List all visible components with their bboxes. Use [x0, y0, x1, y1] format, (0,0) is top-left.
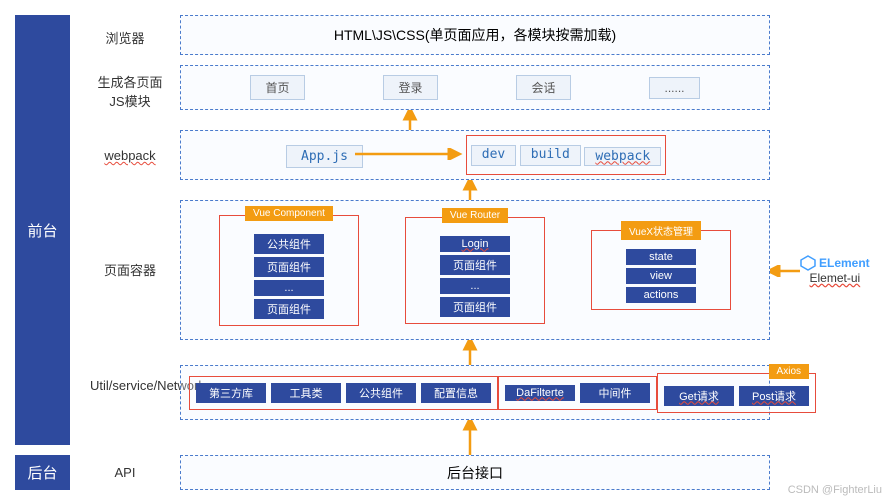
wp-dev: dev [471, 145, 516, 166]
um-0: DaFilterte [505, 385, 575, 401]
browser-text: HTML\JS\CSS(单页面应用，各模块按需加载) [334, 25, 616, 45]
tag-vuex: VueX状态管理 [621, 221, 701, 240]
arrow-appjs-to-wp [355, 148, 465, 160]
element-icon [800, 255, 816, 271]
ul-0: 第三方库 [196, 383, 266, 403]
wp-webpack: webpack [584, 147, 661, 166]
appjs-box: App.js [286, 145, 363, 168]
sidebar-back: 后台 [15, 455, 70, 490]
um-1: 中间件 [580, 383, 650, 403]
util-left: 第三方库 工具类 公共组件 配置信息 [189, 376, 498, 410]
label-api: API [100, 465, 150, 480]
vr-3: 页面组件 [440, 297, 510, 317]
vc-2: ... [254, 280, 324, 296]
vx-1: view [626, 268, 696, 284]
arrow-util-to-container [460, 340, 480, 365]
webpack-red: dev build webpack [466, 135, 666, 175]
jsmod-2: 会话 [516, 75, 570, 100]
box-api: 后台接口 [180, 455, 770, 490]
vr-1: 页面组件 [440, 255, 510, 275]
element-ui: ELement Elemet-ui [800, 255, 870, 285]
ul-1: 工具类 [271, 383, 341, 403]
box-container: Vue Component 公共组件 页面组件 ... 页面组件 Vue Rou… [180, 200, 770, 340]
label-browser: 浏览器 [90, 28, 160, 47]
box-jsmodules: 首页 登录 会话 ...... [180, 65, 770, 110]
label-webpack: webpack [90, 148, 170, 163]
ur-0: Get请求 [664, 386, 734, 406]
col-vuecomp: Vue Component 公共组件 页面组件 ... 页面组件 [219, 215, 359, 326]
vx-0: state [626, 249, 696, 265]
ur-1: Post请求 [739, 386, 809, 406]
jsmod-1: 登录 [383, 75, 437, 100]
api-text: 后台接口 [447, 463, 503, 483]
vc-0: 公共组件 [254, 234, 324, 254]
box-webpack: App.js dev build webpack [180, 130, 770, 180]
arrow-element-to-vuex [770, 265, 800, 277]
ul-3: 配置信息 [421, 383, 491, 403]
jsmod-0: 首页 [250, 75, 304, 100]
label-container: 页面容器 [90, 260, 170, 279]
tag-vuerouter: Vue Router [442, 208, 508, 223]
vc-3: 页面组件 [254, 299, 324, 319]
sidebar-front: 前台 [15, 15, 70, 445]
element-brand: ELement [800, 255, 870, 271]
arrow-container-to-webpack [460, 180, 480, 200]
util-right: Axios Get请求 Post请求 [657, 373, 816, 413]
wp-build: build [520, 145, 581, 166]
vx-2: actions [626, 287, 696, 303]
jsmod-3: ...... [649, 77, 699, 99]
ul-2: 公共组件 [346, 383, 416, 403]
arrow-jsmod-to-webpack [400, 110, 420, 130]
tag-vuecomp: Vue Component [245, 206, 333, 221]
vr-2: ... [440, 278, 510, 294]
box-util: 第三方库 工具类 公共组件 配置信息 DaFilterte 中间件 Axios … [180, 365, 770, 420]
vc-1: 页面组件 [254, 257, 324, 277]
util-mid: DaFilterte 中间件 [498, 376, 657, 410]
label-util: Util/service/Network [90, 378, 180, 393]
tag-axios: Axios [769, 364, 809, 379]
col-vuex: VueX状态管理 state view actions [591, 230, 731, 310]
box-browser: HTML\JS\CSS(单页面应用，各模块按需加载) [180, 15, 770, 55]
arrow-api-to-util [460, 420, 480, 455]
col-vuerouter: Vue Router Login 页面组件 ... 页面组件 [405, 217, 545, 324]
vr-0: Login [440, 236, 510, 252]
watermark: CSDN @FighterLiu [788, 484, 882, 496]
label-jsmodules: 生成各页面JS模块 [90, 72, 170, 110]
element-name: Elemet-ui [810, 271, 861, 285]
